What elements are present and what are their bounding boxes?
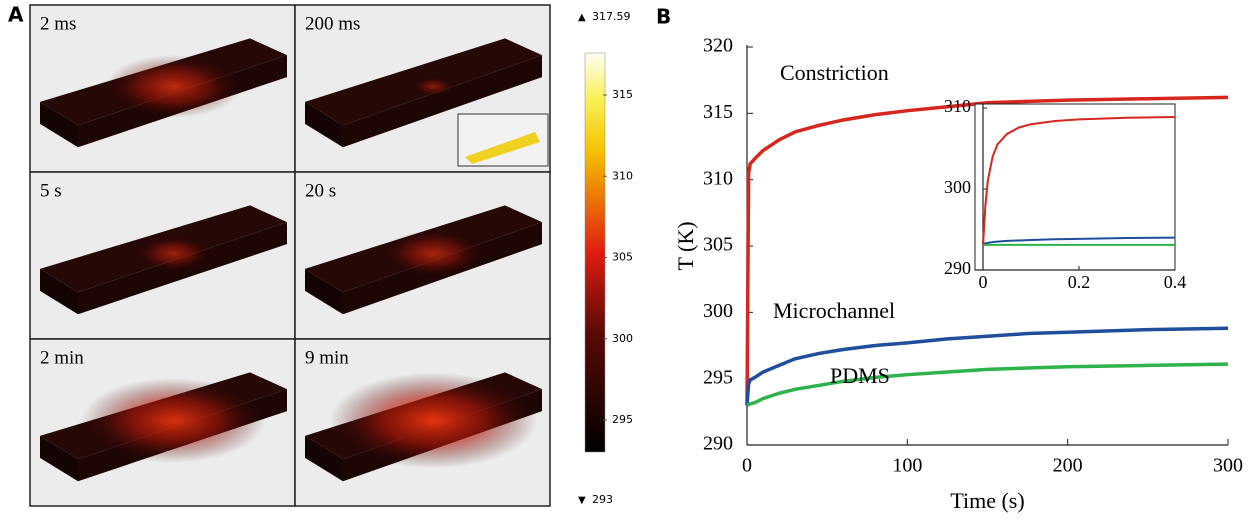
y-tick-label: 295 [703,366,733,388]
y-tick-label: 320 [703,35,733,57]
series-label: Constriction [780,60,889,85]
frame-label: 20 s [305,180,336,201]
y-tick-label: 310 [944,96,971,116]
y-tick-label: 310 [703,167,733,189]
heat-glow [384,230,484,276]
colorbar-tick-label: 295 [612,413,633,426]
series-line [747,364,1228,405]
colorbar-min: 293 [592,493,613,506]
panel-label: B [656,5,671,29]
colorbar [585,53,605,452]
colorbar-tick-label: 305 [612,251,633,264]
series-label: PDMS [830,363,890,388]
triangle-up: ▲ [578,12,586,23]
y-tick-label: 315 [703,101,733,123]
frame-label: 200 ms [305,13,360,34]
colorbar-tick-label: 315 [612,88,633,101]
x-tick-label: 0.4 [1164,272,1187,292]
colorbar-tick-label: 310 [612,169,633,182]
triangle-down: ▼ [578,495,586,506]
y-tick-label: 300 [944,177,971,197]
frame-label: 2 ms [40,13,76,34]
x-tick-label: 300 [1213,455,1243,477]
heat-glow [82,378,266,463]
frame-label: 5 s [40,180,62,201]
y-tick-label: 290 [944,258,971,278]
x-axis-label: Time (s) [950,488,1024,513]
colorbar-tick-label: 300 [612,332,633,345]
y-tick-label: 300 [703,300,733,322]
x-tick-label: 0 [979,272,988,292]
x-tick-label: 0.2 [1068,272,1091,292]
heat-glow [330,372,538,468]
series-label: Microchannel [773,298,895,323]
x-tick-label: 0 [742,455,752,477]
frame-label: 2 min [40,347,84,368]
figure: A B ▲ ▼ 2 ms 200 ms 5 s 20 s 2 min 9 min 317.… [0,0,1250,520]
heat-glow [136,236,212,271]
frame-label: 9 min [305,347,349,368]
heat-glow [106,55,242,118]
y-axis-label: T (K) [673,221,698,270]
colorbar-max: 317.59 [592,10,631,23]
x-tick-label: 100 [892,455,922,477]
panel-label: A [8,3,24,27]
y-tick-label: 305 [703,234,733,256]
x-tick-label: 200 [1053,455,1083,477]
y-tick-label: 290 [703,433,733,455]
heat-glow [414,77,454,96]
